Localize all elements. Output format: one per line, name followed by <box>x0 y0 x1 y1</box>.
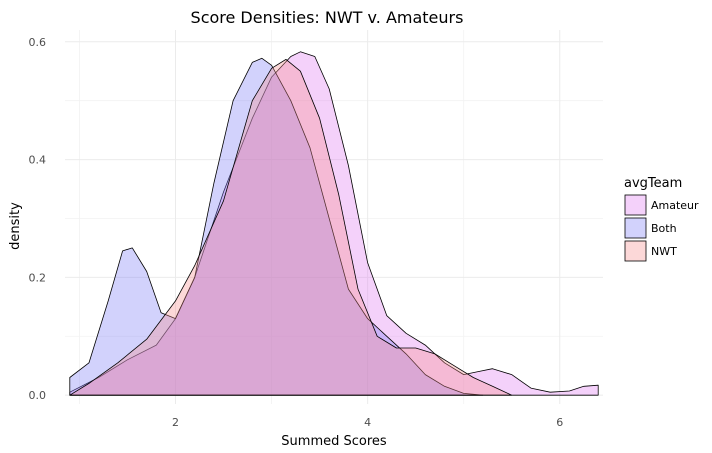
legend-label-amateur: Amateur <box>651 199 699 212</box>
x-tick-label: 4 <box>364 416 371 429</box>
legend-key-amateur <box>624 194 647 216</box>
density-area-nwt <box>69 59 513 396</box>
y-tick-label: 0.2 <box>29 271 47 284</box>
y-axis-ticks: 0.0 0.2 0.4 0.6 <box>29 36 47 402</box>
density-area-both <box>69 57 484 396</box>
y-axis-title: density <box>8 202 23 250</box>
chart-title: Score Densities: NWT v. Amateurs <box>191 8 464 27</box>
y-tick-label: 0.6 <box>29 36 47 49</box>
x-axis-ticks: 2 4 6 <box>172 416 563 429</box>
x-tick-label: 6 <box>556 416 563 429</box>
y-tick-label: 0.4 <box>29 154 47 167</box>
legend-key-both <box>624 217 647 239</box>
legend: avgTeam Amateur Both NWT <box>624 176 699 262</box>
density-areas <box>69 51 599 396</box>
x-axis-title: Summed Scores <box>281 434 387 449</box>
x-tick-label: 2 <box>172 416 179 429</box>
legend-label-both: Both <box>651 222 677 235</box>
legend-key-nwt <box>624 240 647 262</box>
legend-label-nwt: NWT <box>651 245 677 258</box>
y-tick-label: 0.0 <box>29 389 47 402</box>
legend-title: avgTeam <box>624 176 682 191</box>
